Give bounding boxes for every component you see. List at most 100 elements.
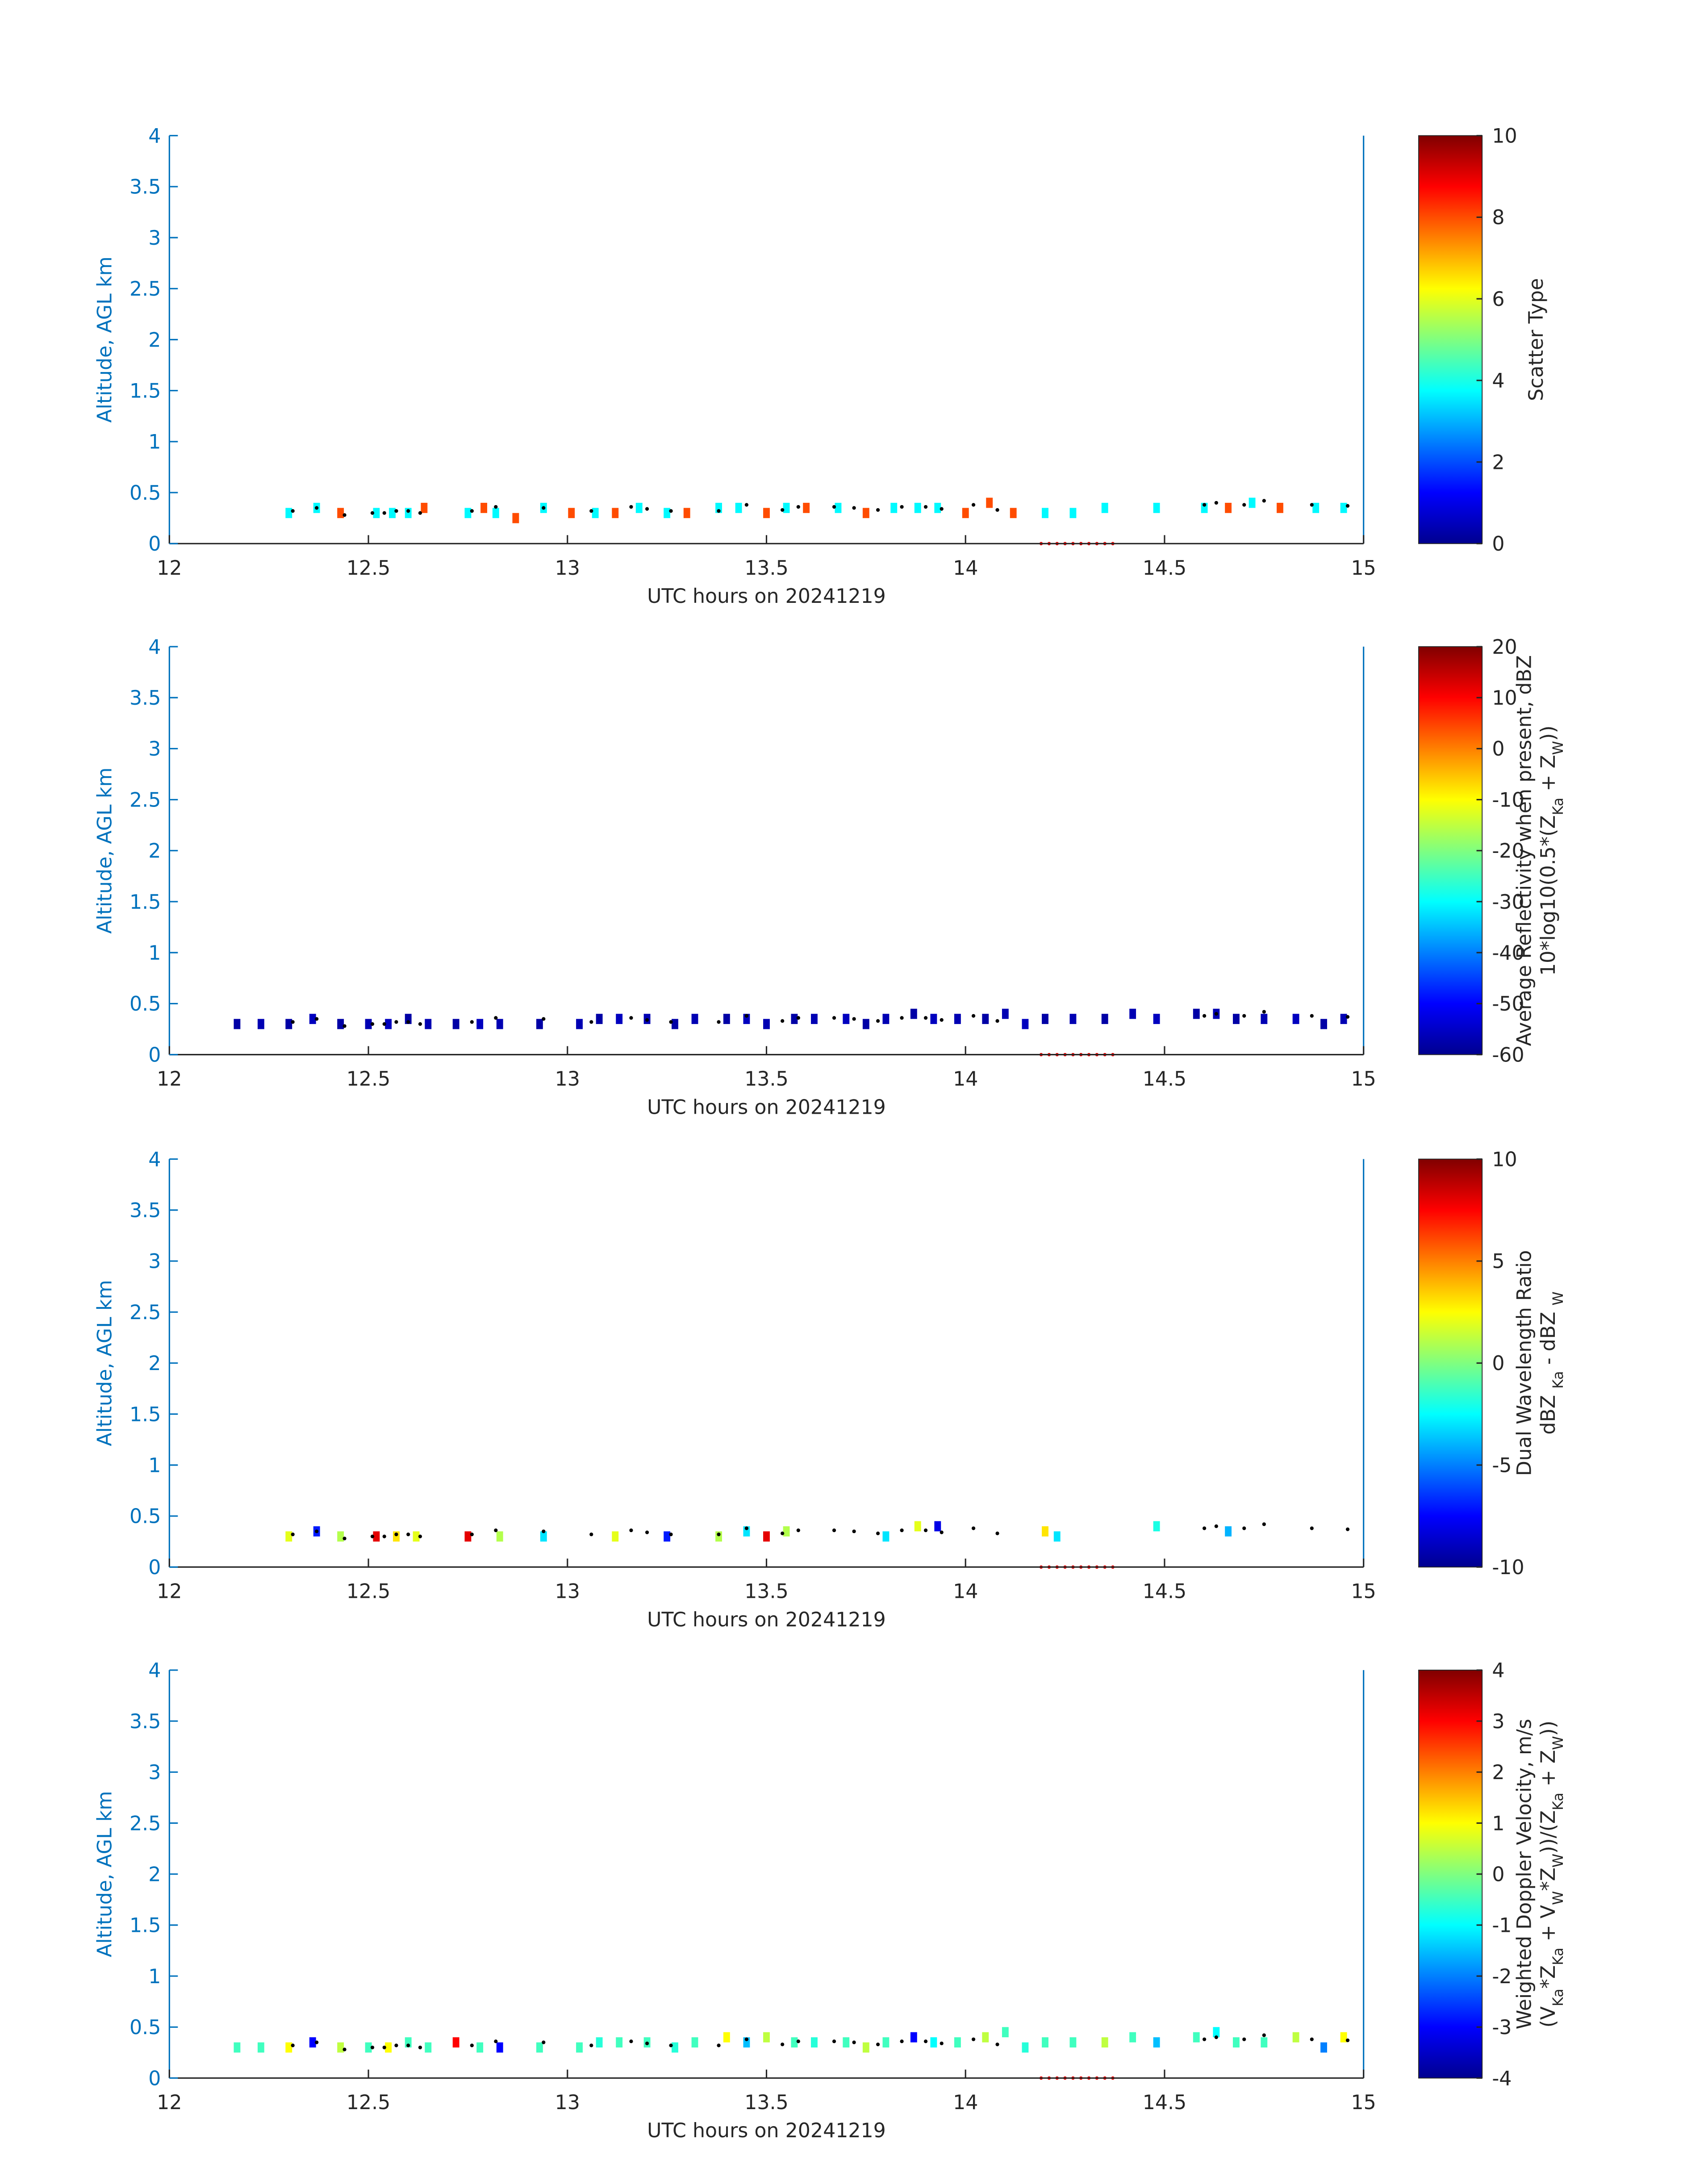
y-axis-label: Altitude, AGL km	[94, 768, 117, 934]
cloud-base-point	[589, 2043, 593, 2047]
x-axis-label: UTC hours on 20241219	[647, 1609, 886, 1631]
cloud-base-point	[589, 1532, 593, 1537]
colorbar-label-run: ))/(Z	[1537, 1810, 1560, 1854]
cell	[536, 2042, 543, 2053]
cloud-base-point	[796, 1016, 800, 1020]
cell	[862, 508, 869, 518]
cell	[664, 508, 671, 518]
colorbar-tick-label: -10	[1492, 1556, 1524, 1579]
cloud-base-point	[629, 2039, 633, 2043]
cloud-base-point	[832, 1016, 836, 1020]
cell	[496, 1531, 503, 1542]
y-tick-label: 4	[148, 1659, 161, 1682]
cell	[1340, 1014, 1347, 1024]
colorbar-tick-label: 0	[1492, 738, 1504, 760]
cell	[1002, 2027, 1009, 2038]
cell	[476, 1019, 484, 1029]
cell	[723, 1014, 730, 1024]
cloud-base-point	[717, 509, 721, 513]
cloud-base-point	[406, 1532, 410, 1537]
cloud-base-point	[382, 2045, 386, 2050]
x-tick-label: 15	[1351, 1580, 1376, 1603]
colorbar-tick-label: 0	[1492, 1863, 1504, 1886]
cloud-base-point	[971, 1014, 976, 1018]
cloud-base-point	[494, 505, 498, 509]
cell	[1129, 1008, 1136, 1019]
cloud-base-point	[876, 2042, 880, 2047]
cloud-base-point	[382, 1534, 386, 1538]
colorbar-tick-label: 2	[1492, 451, 1504, 474]
cell	[843, 2037, 850, 2047]
y-tick-label: 4	[148, 636, 161, 659]
x-tick-label: 15	[1351, 2091, 1376, 2114]
cell	[592, 508, 599, 518]
cloud-base-point	[1242, 1014, 1246, 1018]
x-tick-label: 12	[157, 2091, 182, 2114]
cloud-base-point	[900, 505, 904, 509]
cloud-base-point	[876, 1019, 880, 1023]
y-tick-label: 1.5	[129, 380, 161, 403]
cloud-base-point	[315, 1529, 319, 1534]
y-tick-label: 2.5	[129, 1812, 161, 1835]
cell	[1232, 1014, 1240, 1024]
y-tick-label: 0	[148, 1044, 161, 1066]
colorbar-tick-label: -50	[1492, 993, 1524, 1015]
cloud-base-point	[315, 506, 319, 510]
cell	[1153, 2037, 1160, 2047]
x-tick-label: 13.5	[744, 557, 789, 580]
cell	[862, 1019, 869, 1029]
y-tick-label: 1.5	[129, 1914, 161, 1937]
cloud-base-point	[645, 1530, 649, 1534]
cloud-base-point	[291, 1532, 295, 1537]
cloud-base-point	[1262, 1010, 1266, 1014]
cell	[337, 508, 344, 518]
cloud-base-point	[645, 1018, 649, 1022]
cloud-base-point	[1214, 501, 1218, 505]
cell	[1010, 508, 1017, 518]
y-tick-label: 0.5	[129, 482, 161, 505]
colorbar-tick-label: 8	[1492, 206, 1504, 229]
cell	[1022, 1019, 1029, 1029]
x-tick-label: 12.5	[347, 1068, 391, 1091]
cloud-base-point	[717, 2043, 721, 2047]
cell	[882, 1531, 889, 1542]
y-tick-label: 0.5	[129, 993, 161, 1015]
cloud-base-point	[418, 2045, 422, 2050]
colorbar-label-run: Ka	[1550, 1947, 1566, 1965]
cloud-base-point	[669, 509, 673, 513]
cloud-base-point	[494, 1016, 498, 1020]
y-tick-label: 2	[148, 1352, 161, 1375]
colorbar-tick-label: -4	[1492, 2067, 1512, 2090]
cell	[1320, 1019, 1327, 1029]
cell	[1022, 2042, 1029, 2053]
colorbar-label-run: W	[1550, 1291, 1566, 1305]
cell	[930, 2037, 937, 2047]
cell	[234, 2042, 241, 2053]
cloud-base-point	[923, 505, 928, 509]
colorbar-label-run: Ka	[1550, 1793, 1566, 1810]
colorbar-tick-label: -3	[1492, 2016, 1512, 2039]
cell	[635, 502, 643, 513]
cloud-base-point	[852, 2040, 856, 2044]
cloud-base-point	[781, 2042, 785, 2047]
y-tick-label: 3.5	[129, 1710, 161, 1733]
cell	[803, 502, 810, 513]
cloud-base-point	[291, 2043, 295, 2047]
cell	[536, 1019, 543, 1029]
cloud-base-point	[1345, 1015, 1350, 1019]
cloud-base-point	[315, 2040, 319, 2044]
cell	[910, 1008, 917, 1019]
cloud-base-point	[940, 2041, 944, 2045]
cloud-base-point	[1345, 504, 1350, 508]
x-tick-label: 15	[1351, 557, 1376, 580]
x-tick-label: 12.5	[347, 2091, 391, 2114]
cell	[1261, 1014, 1268, 1024]
colorbar-tick-label: 10	[1492, 1148, 1517, 1171]
x-tick-label: 13	[555, 1068, 580, 1091]
cell	[783, 502, 790, 513]
y-tick-label: 0	[148, 533, 161, 556]
cloud-base-point	[923, 2039, 928, 2043]
colorbar-label-run: Weighted Doppler Velocity, m/s	[1513, 1719, 1536, 2029]
cloud-base-point	[900, 1016, 904, 1020]
